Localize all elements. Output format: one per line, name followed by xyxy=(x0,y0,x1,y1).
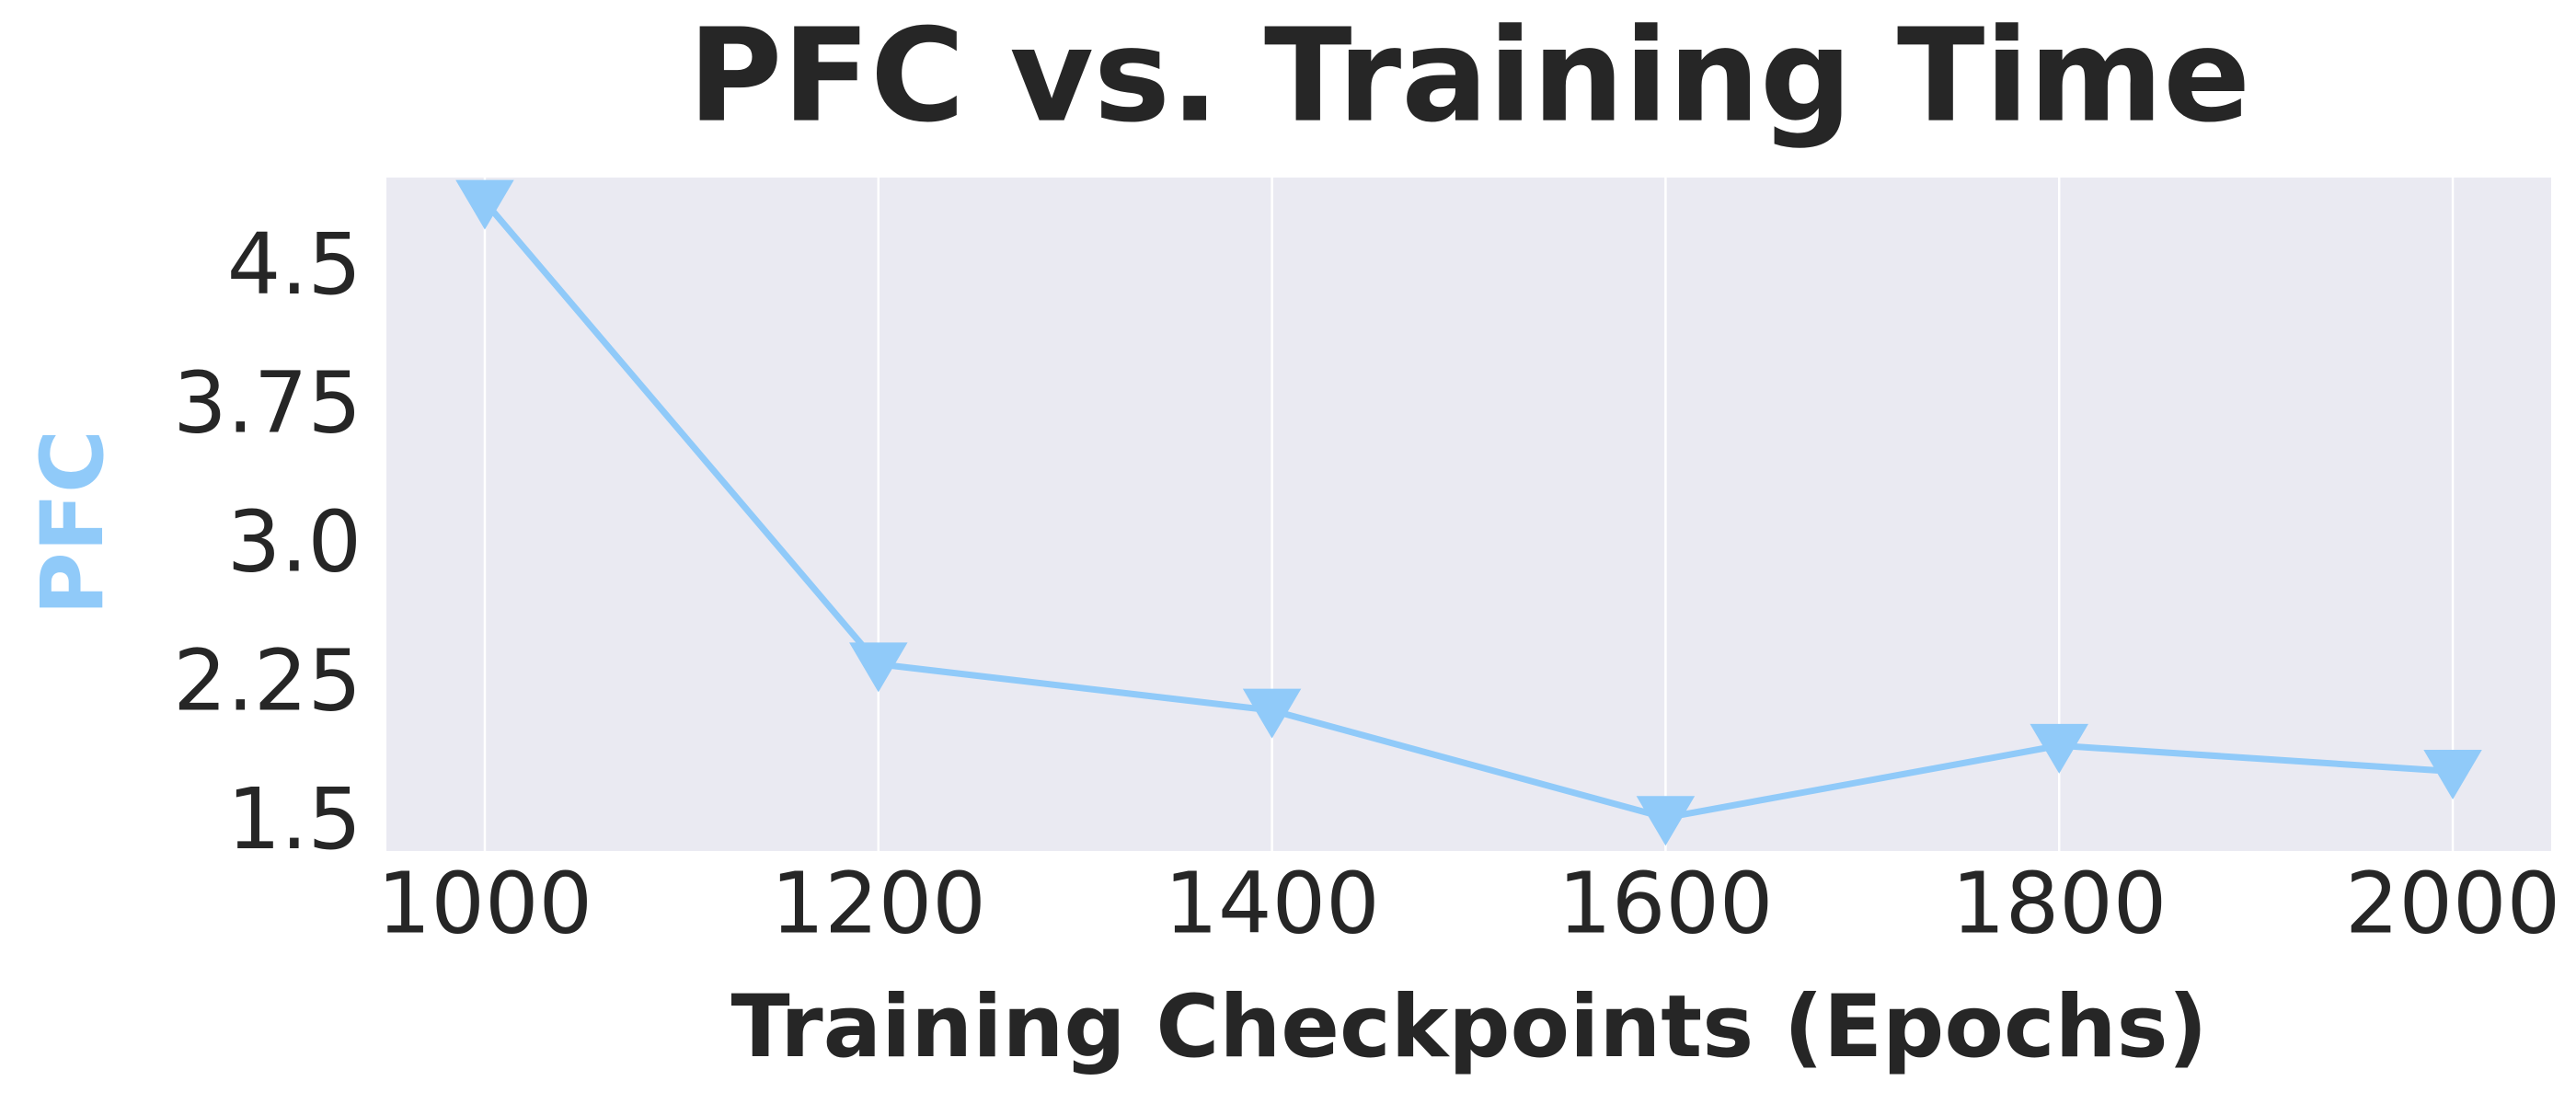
y-axis-label: PFC xyxy=(23,430,123,615)
line xyxy=(482,199,2454,822)
marker xyxy=(2030,723,2088,774)
x-axis-label: Training Checkpoints (Epochs) xyxy=(731,977,2208,1077)
plot-area xyxy=(386,178,2551,851)
y-tick-label: 2.25 xyxy=(173,631,362,730)
marker xyxy=(455,179,514,230)
x-tick-label: 1200 xyxy=(771,854,986,952)
marker xyxy=(849,642,908,693)
x-tick-label: 2000 xyxy=(2345,854,2560,952)
y-tick-label: 3.0 xyxy=(227,493,362,592)
y-tick-label: 3.75 xyxy=(173,354,362,453)
marker xyxy=(1636,796,1696,846)
x-tick-label: 1600 xyxy=(1558,854,1773,952)
marker xyxy=(2423,750,2482,799)
chart-title: PFC vs. Training Time xyxy=(688,2,2250,152)
x-tick-label: 1000 xyxy=(377,854,592,952)
y-tick-label: 4.5 xyxy=(227,215,362,314)
y-tick-label: 1.5 xyxy=(227,770,362,868)
x-tick-label: 1800 xyxy=(1951,854,2167,952)
x-tick-label: 1400 xyxy=(1165,854,1380,952)
marker xyxy=(1242,688,1302,739)
